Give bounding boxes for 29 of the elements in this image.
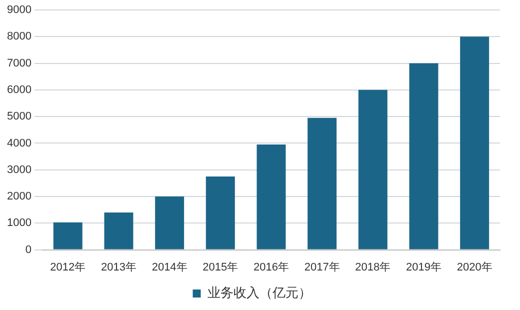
x-tick-label: 2014年 [152,261,188,274]
x-tick-label: 2012年 [50,261,86,274]
bar [308,118,337,250]
y-tick-label: 6000 [6,84,32,96]
y-tick-label: 2000 [6,190,32,203]
x-tick-label: 2018年 [355,261,391,274]
y-tick-label: 8000 [6,30,32,43]
y-tick-label: 3000 [6,164,32,176]
x-tick-label: 2019年 [406,261,442,274]
x-tick-label: 2017年 [304,261,340,274]
bar [409,63,438,250]
legend-label: 业务收入（亿元） [207,286,312,301]
bar [206,176,235,250]
bar [155,196,184,250]
y-tick-label: 0 [25,244,32,256]
bar [53,222,82,250]
y-tick-label: 9000 [6,4,32,16]
x-tick-label: 2013年 [100,261,136,274]
x-tick-label: 2016年 [253,261,289,274]
y-tick-label: 4000 [6,137,32,150]
bar [256,144,286,250]
x-tick-label: 2015年 [202,261,238,274]
y-tick-label: 5000 [6,110,32,123]
bar [104,212,134,250]
bar [460,36,490,250]
x-tick-label: 2020年 [456,261,492,274]
bar [358,90,388,250]
y-tick-label: 1000 [6,217,32,230]
y-tick-label: 7000 [6,57,32,70]
